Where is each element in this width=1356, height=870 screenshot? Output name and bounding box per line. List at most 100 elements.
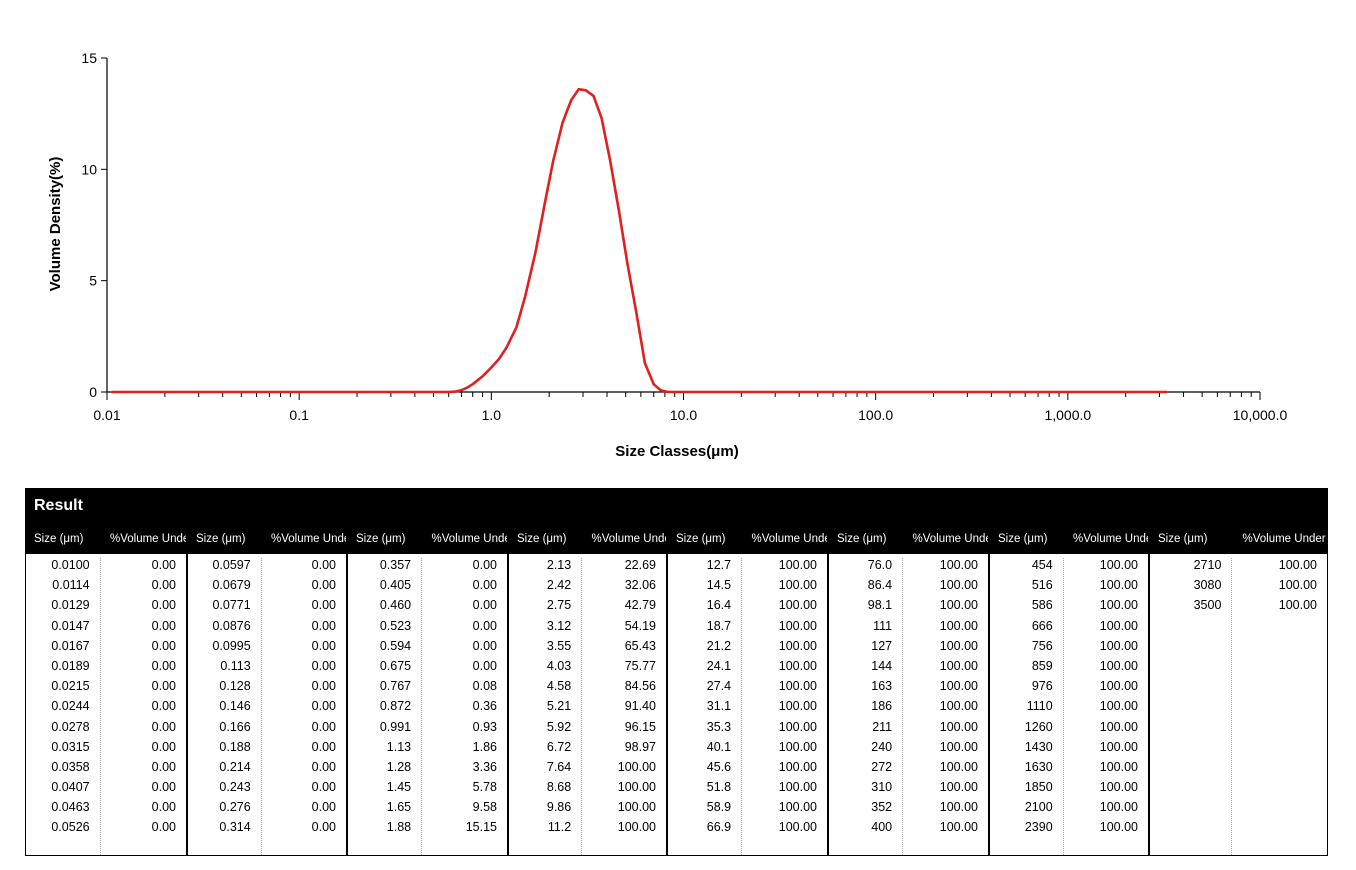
volume-under-column-header: %Volume Under bbox=[591, 532, 675, 545]
volume-under-cell: 0.00 bbox=[311, 578, 336, 593]
size-cell: 0.594 bbox=[379, 638, 412, 653]
table-row: 5.92 96.15 bbox=[509, 717, 666, 737]
volume-under-cell: 0.00 bbox=[151, 578, 176, 593]
table-row: 400 100.00 bbox=[829, 817, 988, 837]
volume-under-cell: 100.00 bbox=[1099, 679, 1138, 694]
size-cell: 0.0215 bbox=[51, 679, 90, 694]
table-row: 0.243 0.00 bbox=[188, 777, 346, 797]
result-group-2: Size (μm) %Volume Under 0.0597 0.00 0.0679 0.… bbox=[186, 523, 354, 855]
x-tick-label: 0.01 bbox=[93, 407, 120, 423]
table-row: 0.675 0.00 bbox=[348, 656, 507, 676]
table-row: 3.12 54.19 bbox=[509, 616, 666, 636]
size-cell: 0.0358 bbox=[51, 759, 90, 774]
size-cell: 3.12 bbox=[546, 618, 572, 633]
volume-under-cell: 100.00 bbox=[939, 558, 978, 572]
size-cell: 2.42 bbox=[546, 578, 572, 593]
size-cell: 1.28 bbox=[386, 759, 412, 774]
table-row: 2.75 42.79 bbox=[509, 595, 666, 615]
size-cell: 24.1 bbox=[706, 658, 732, 673]
volume-under-cell: 0.00 bbox=[151, 558, 176, 572]
size-cell: 21.2 bbox=[706, 638, 732, 653]
volume-under-cell: 0.00 bbox=[472, 658, 497, 673]
size-cell: 0.0114 bbox=[52, 578, 90, 593]
table-row: 3080 100.00 bbox=[1150, 575, 1327, 595]
size-cell: 0.0100 bbox=[51, 558, 90, 572]
volume-under-cell: 100.00 bbox=[1099, 780, 1138, 795]
table-row: 859 100.00 bbox=[990, 656, 1148, 676]
size-column-header: Size (μm) bbox=[998, 532, 1048, 545]
table-row: 2100 100.00 bbox=[990, 797, 1148, 817]
volume-under-cell: 100.00 bbox=[617, 759, 656, 774]
volume-under-cell: 91.40 bbox=[624, 699, 656, 714]
volume-under-column-header: %Volume Under bbox=[1073, 532, 1157, 545]
size-cell: 4.58 bbox=[546, 679, 572, 694]
size-cell: 2390 bbox=[1024, 820, 1053, 835]
table-row: 98.1 100.00 bbox=[829, 595, 988, 615]
size-cell: 5.92 bbox=[546, 719, 572, 734]
volume-under-cell: 0.00 bbox=[472, 558, 497, 572]
volume-under-cell: 0.00 bbox=[311, 759, 336, 774]
size-cell: 98.1 bbox=[867, 598, 893, 613]
size-column-header: Size (μm) bbox=[1158, 532, 1208, 545]
x-axis-label: Size Classes(μm) bbox=[615, 443, 738, 460]
volume-under-cell: 0.00 bbox=[472, 578, 497, 593]
table-row: 0.0215 0.00 bbox=[26, 676, 186, 696]
size-cell: 976 bbox=[1031, 679, 1053, 694]
size-column-header: Size (μm) bbox=[517, 532, 567, 545]
series-line bbox=[111, 87, 1168, 394]
size-cell: 31.1 bbox=[706, 699, 732, 714]
volume-under-cell: 100.00 bbox=[778, 719, 817, 734]
volume-under-cell: 0.00 bbox=[151, 820, 176, 835]
table-row: 1.28 3.36 bbox=[348, 757, 507, 777]
table-row: 11.2 100.00 bbox=[509, 817, 666, 837]
table-row: 0.460 0.00 bbox=[348, 595, 507, 615]
table-row: 454 100.00 bbox=[990, 555, 1148, 575]
table-row: 1110 100.00 bbox=[990, 696, 1148, 716]
table-row: 66.9 100.00 bbox=[668, 817, 827, 837]
table-row: 0.0597 0.00 bbox=[188, 555, 346, 575]
size-cell: 7.64 bbox=[546, 759, 572, 774]
volume-under-cell: 0.00 bbox=[311, 638, 336, 653]
volume-under-cell: 100.00 bbox=[617, 800, 656, 815]
volume-under-cell: 100.00 bbox=[778, 618, 817, 633]
result-group-header: Size (μm) %Volume Under bbox=[348, 523, 515, 554]
table-row: 27.4 100.00 bbox=[668, 676, 827, 696]
size-cell: 5.21 bbox=[546, 699, 572, 714]
size-cell: 0.0244 bbox=[51, 699, 90, 714]
volume-under-cell: 0.00 bbox=[151, 739, 176, 754]
volume-under-cell: 0.00 bbox=[311, 719, 336, 734]
result-group-header: Size (μm) %Volume Under bbox=[26, 523, 193, 554]
table-row: 0.0129 0.00 bbox=[26, 595, 186, 615]
volume-under-cell: 0.00 bbox=[151, 658, 176, 673]
size-cell: 186 bbox=[871, 699, 893, 714]
volume-under-cell: 0.36 bbox=[472, 699, 497, 714]
volume-under-cell: 5.78 bbox=[472, 780, 497, 795]
volume-under-cell: 15.15 bbox=[465, 820, 497, 835]
size-cell: 35.3 bbox=[706, 719, 732, 734]
volume-under-cell: 100.00 bbox=[939, 699, 978, 714]
table-row: 240 100.00 bbox=[829, 737, 988, 757]
y-axis-label: Volume Density(%) bbox=[47, 157, 64, 292]
size-cell: 66.9 bbox=[706, 820, 732, 835]
volume-under-cell: 100.00 bbox=[1099, 598, 1138, 613]
volume-under-cell: 100.00 bbox=[778, 578, 817, 593]
size-column-header: Size (μm) bbox=[34, 532, 84, 545]
volume-under-cell: 0.00 bbox=[151, 780, 176, 795]
table-row: 0.0278 0.00 bbox=[26, 717, 186, 737]
volume-under-cell: 100.00 bbox=[778, 800, 817, 815]
size-cell: 1.88 bbox=[386, 820, 412, 835]
chart-axes bbox=[106, 58, 1260, 393]
table-row: 756 100.00 bbox=[990, 636, 1148, 656]
size-cell: 1850 bbox=[1024, 780, 1053, 795]
size-cell: 1.45 bbox=[386, 780, 412, 795]
table-row: 18.7 100.00 bbox=[668, 616, 827, 636]
size-cell: 8.68 bbox=[546, 780, 572, 795]
table-row: 0.767 0.08 bbox=[348, 676, 507, 696]
size-cell: 0.243 bbox=[219, 780, 251, 795]
volume-under-cell: 100.00 bbox=[939, 719, 978, 734]
size-cell: 0.872 bbox=[379, 699, 412, 714]
size-cell: 2710 bbox=[1193, 558, 1222, 572]
table-row: 7.64 100.00 bbox=[509, 757, 666, 777]
size-cell: 0.0189 bbox=[51, 658, 90, 673]
table-row: 111 100.00 bbox=[829, 616, 988, 636]
